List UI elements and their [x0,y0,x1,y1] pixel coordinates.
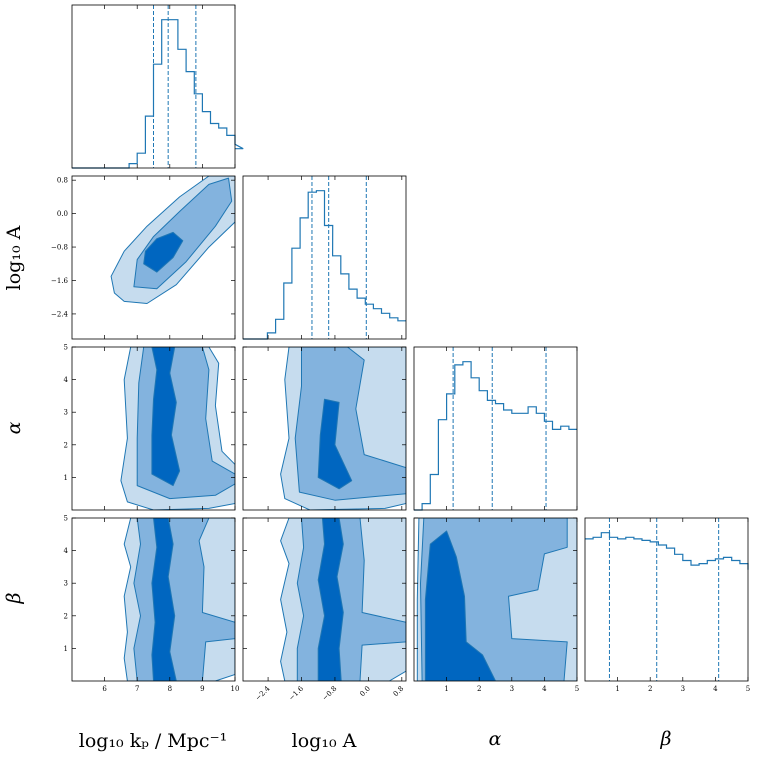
y-label-log10A: log₁₀ A [3,225,25,290]
contour-group [280,518,406,681]
x-label-beta: β [660,728,672,750]
y-tick-label-log10A: −2.4 [51,310,69,318]
x-tick-label-alpha: 4 [542,685,547,693]
y-tick-label-alpha: 3 [64,409,68,417]
x-tick-label-log10kp: 9 [200,685,204,693]
hist-step-line [72,19,244,169]
hist-log10kp [71,4,244,169]
x-tick-label-log10kp: 10 [231,685,240,693]
contour-group [123,518,235,681]
y-tick-label-log10A: 0.8 [57,177,68,185]
x-tick-label-alpha: 5 [575,685,579,693]
contour-inner [151,518,177,681]
x-tick-label-alpha: 1 [444,685,448,693]
x-tick-label-log10A: −0.8 [321,685,339,703]
x-tick-label-alpha: 2 [477,685,481,693]
contour-middle [136,347,235,500]
y-label-beta: β [3,592,25,604]
y-tick-label-beta: 4 [64,547,69,555]
contour-group [110,176,235,304]
y-tick-label-log10A: 0.0 [57,210,68,218]
y-tick-label-alpha: 4 [64,376,69,384]
x-label-alpha: α [489,728,502,750]
panel-alpha-vs-beta [413,517,578,682]
contour-inner [151,347,181,487]
x-tick-label-beta: 3 [681,685,685,693]
y-tick-label-beta: 5 [64,515,68,523]
y-tick-label-alpha: 1 [64,474,68,482]
x-tick-label-beta: 4 [713,685,718,693]
panel-log10kp-vs-alpha [71,346,236,511]
x-label-log10kp: log₁₀ kₚ / Mpc⁻¹ [79,730,227,752]
y-tick-label-beta: 2 [64,612,68,620]
panel-frame [71,346,236,511]
panel-log10A-vs-alpha [242,346,407,511]
contour-inner [317,398,353,490]
hist-step-line [243,190,406,340]
y-tick-label-alpha: 2 [64,441,68,449]
panel-frame [242,517,407,682]
hist-step-line [585,532,749,570]
panel-frame [71,4,236,169]
hist-step-line [414,361,577,511]
y-label-alpha: α [3,421,25,434]
x-tick-label-log10kp: 6 [102,685,107,693]
y-tick-label-log10A: −1.6 [51,277,69,285]
x-tick-label-beta: 1 [615,685,619,693]
panel-frame [71,517,236,682]
panel-frame [413,517,578,682]
x-tick-label-beta: 5 [746,685,750,693]
hist-alpha [413,346,578,511]
panel-frame [242,175,407,340]
hist-beta [584,517,749,682]
panel-frame [584,517,749,682]
contour-group [416,518,577,681]
panel-frame [71,175,236,340]
contour-inner [143,231,184,273]
x-tick-label-log10A: −1.6 [287,684,305,702]
panel-frame [242,346,407,511]
contour-group [280,347,406,510]
hist-log10A [242,175,407,340]
panel-log10A-vs-beta [242,517,407,682]
contour-group [120,347,235,510]
x-tick-label-log10A: −2.4 [254,684,272,702]
contour-inner [317,518,344,681]
y-tick-label-beta: 3 [64,580,68,588]
x-tick-label-log10A: 0.8 [392,685,406,699]
x-label-log10A: log₁₀ A [292,730,357,752]
x-tick-label-log10kp: 7 [135,685,139,693]
x-tick-label-log10A: 0.0 [358,685,372,699]
panel-log10kp-vs-beta [71,517,236,682]
x-tick-label-alpha: 3 [510,685,514,693]
y-tick-label-beta: 1 [64,645,68,653]
contour-inner [424,530,496,681]
y-tick-label-log10A: −0.8 [51,244,68,252]
x-tick-label-beta: 2 [648,685,652,693]
x-tick-label-log10kp: 8 [168,685,172,693]
panel-log10kp-vs-log10A [71,175,236,340]
y-tick-label-alpha: 5 [64,344,68,352]
panel-frame [413,346,578,511]
